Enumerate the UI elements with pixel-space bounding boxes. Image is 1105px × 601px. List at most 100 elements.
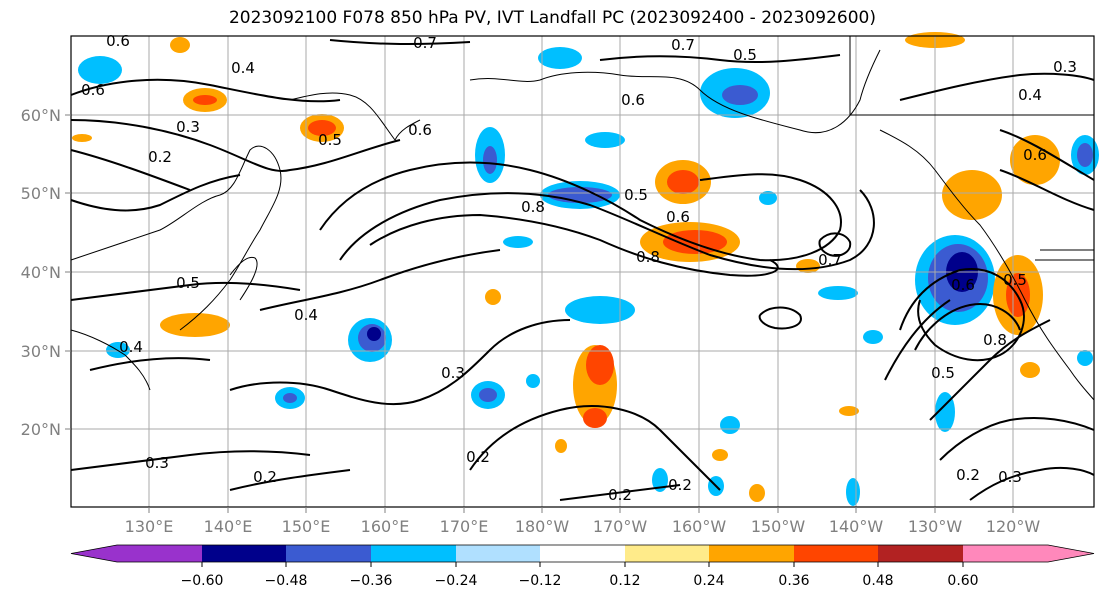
contour-label: 0.2 (608, 486, 632, 504)
shade-blob (720, 416, 740, 434)
colorbar-tick-label: −0.36 (350, 573, 393, 589)
lon-tick-label: 150°W (751, 517, 806, 536)
colorbar-tick-label: 0.24 (693, 573, 724, 589)
colorbar-segment (286, 545, 371, 562)
lon-tick-label: 140°E (204, 517, 253, 536)
lon-tick-label: 150°E (282, 517, 331, 536)
colorbar-tick-label: −0.48 (265, 573, 308, 589)
colorbar-segment (540, 545, 625, 562)
shade-blob (712, 449, 728, 461)
shade-blob (503, 236, 533, 248)
shade-blob (308, 120, 336, 136)
colorbar-tick-label: −0.24 (435, 573, 478, 589)
lon-tick-label: 130°W (908, 517, 963, 536)
colorbar (70, 544, 1095, 563)
contour-label: 0.6 (1023, 146, 1047, 164)
shade-blob (818, 286, 858, 300)
colorbar-tick-label: 0.36 (778, 573, 809, 589)
shade-blob (479, 388, 497, 402)
colorbar-ticks: −0.60 −0.48 −0.36 −0.24 −0.12 0.12 0.24 0.36 0.4… (181, 562, 979, 589)
gridlines (71, 36, 1094, 507)
contour-label: 0.8 (636, 248, 660, 266)
shade-blob (942, 170, 1002, 220)
contour-label: 0.6 (666, 208, 690, 226)
contour-label: 0.3 (441, 364, 465, 382)
coastlines (70, 36, 1095, 401)
shade-blob (839, 406, 859, 416)
shade-blob (667, 170, 699, 194)
shade-blob (583, 408, 607, 428)
lat-tick-label: 40°N (21, 263, 61, 282)
shade-blob (796, 259, 820, 273)
contour-label: 0.2 (148, 148, 172, 166)
shade-blob (1020, 362, 1040, 378)
contour-label: 0.5 (733, 46, 757, 64)
shade-blob (555, 439, 567, 453)
colorbar-segment (794, 545, 878, 562)
colorbar-segment (878, 545, 963, 562)
contour-label: 0.4 (231, 59, 255, 77)
colorbar-segment (202, 545, 286, 562)
colorbar-tick-label: 0.60 (947, 573, 978, 589)
contour-label: 0.4 (294, 306, 318, 324)
shade-blob (78, 56, 122, 84)
contour-label: 0.7 (671, 36, 695, 54)
contour-label: 0.7 (818, 251, 842, 269)
longitude-ticks: 130°E 140°E 150°E 160°E 170°E 180°W 170°W 160°W… (125, 507, 1041, 536)
colorbar-segment (709, 545, 794, 562)
shade-blob (283, 393, 297, 403)
contour-label: 0.8 (521, 198, 545, 216)
contour-label: 0.6 (81, 81, 105, 99)
contour-label: 0.3 (1053, 58, 1077, 76)
pv-contours (70, 39, 1095, 501)
contour-label: 0.5 (931, 364, 955, 382)
colorbar-segment (117, 545, 202, 562)
shade-blob (170, 37, 190, 53)
contour-label: 0.6 (621, 91, 645, 109)
contour-label: 0.4 (1018, 86, 1042, 104)
lon-tick-label: 160°W (672, 517, 727, 536)
shade-blob (565, 296, 635, 324)
contour-label: 0.2 (668, 476, 692, 494)
colorbar-extend-min (71, 545, 117, 562)
contour-label: 0.5 (318, 131, 342, 149)
lon-tick-label: 170°W (593, 517, 648, 536)
contour-label: 0.7 (413, 34, 437, 52)
shade-blob (663, 230, 727, 254)
shade-blob (585, 132, 625, 148)
contour-label: 0.2 (466, 448, 490, 466)
lon-tick-label: 180°W (515, 517, 570, 536)
colorbar-tick-label: −0.12 (519, 573, 562, 589)
lat-tick-label: 30°N (21, 342, 61, 361)
shade-blob (1077, 350, 1093, 366)
lon-tick-label: 120°W (986, 517, 1041, 536)
colorbar-segment (963, 545, 1048, 562)
shade-blob (935, 392, 955, 432)
colorbar-segment (371, 545, 456, 562)
shade-blob (485, 289, 501, 305)
lon-tick-label: 170°E (440, 517, 489, 536)
contour-labels: 0.6 0.7 0.4 0.7 0.6 0.5 0.3 0.2 0.5 0.6 0.8 0.5 0.6 0… (81, 32, 1077, 504)
shade-blob (846, 478, 860, 506)
shade-blob (1077, 143, 1093, 167)
latitude-ticks: 60°N 50°N 40°N 30°N 20°N (21, 106, 71, 439)
shade-blob (548, 187, 612, 203)
shade-blob (749, 484, 765, 502)
contour-label: 0.3 (145, 454, 169, 472)
contour-label: 0.5 (624, 186, 648, 204)
shade-blob (586, 345, 614, 385)
colorbar-segment (456, 545, 540, 562)
lon-tick-label: 140°W (829, 517, 884, 536)
colorbar-tick-label: 0.48 (862, 573, 893, 589)
colorbar-tick-label: 0.12 (609, 573, 640, 589)
shade-blob (193, 95, 217, 105)
shade-blob (367, 327, 381, 341)
contour-label: 0.5 (176, 274, 200, 292)
shade-blob (72, 134, 92, 142)
colorbar-tick-label: −0.60 (181, 573, 224, 589)
shade-blob (538, 47, 582, 69)
lon-tick-label: 160°E (361, 517, 410, 536)
shade-blob (160, 313, 230, 337)
shade-blob (1010, 135, 1060, 185)
